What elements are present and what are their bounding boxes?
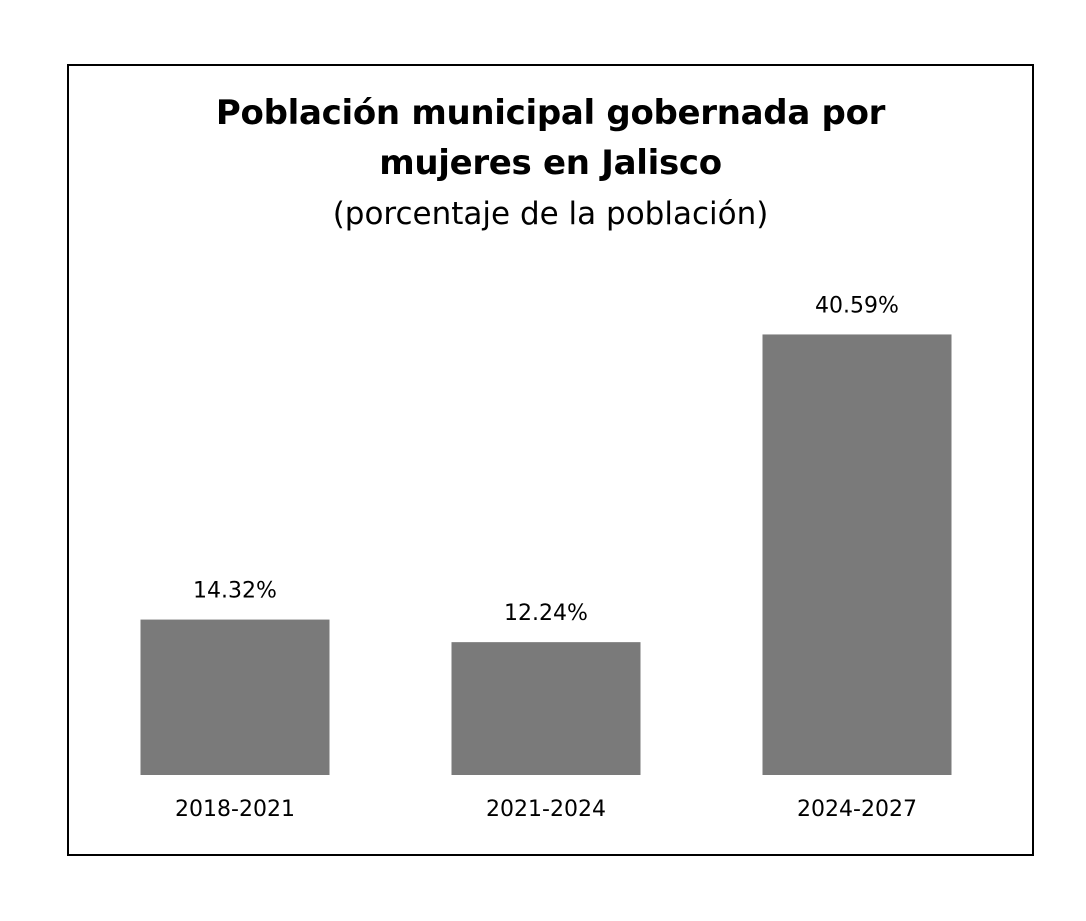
x-tick-label-2024-2027: 2024-2027	[797, 797, 917, 822]
x-tick-label-2018-2021: 2018-2021	[175, 797, 295, 822]
chart-title-line-2: mujeres en Jalisco	[379, 143, 722, 183]
chart-title-block: Población municipal gobernada por mujere…	[67, 88, 1034, 240]
bar-2024-2027	[762, 334, 952, 775]
data-label-2024-2027: 40.59%	[815, 293, 899, 318]
x-tick-label-2021-2024: 2021-2024	[486, 797, 606, 822]
chart-title-line-1: Población municipal gobernada por	[215, 93, 886, 133]
bar-2021-2024	[451, 642, 641, 775]
chart-subtitle: (porcentaje de la población)	[332, 196, 769, 232]
chart-frame	[67, 64, 1034, 856]
bar-2018-2021	[140, 619, 330, 775]
data-label-2021-2024: 12.24%	[504, 601, 588, 626]
data-label-2018-2021: 14.32%	[193, 579, 277, 604]
